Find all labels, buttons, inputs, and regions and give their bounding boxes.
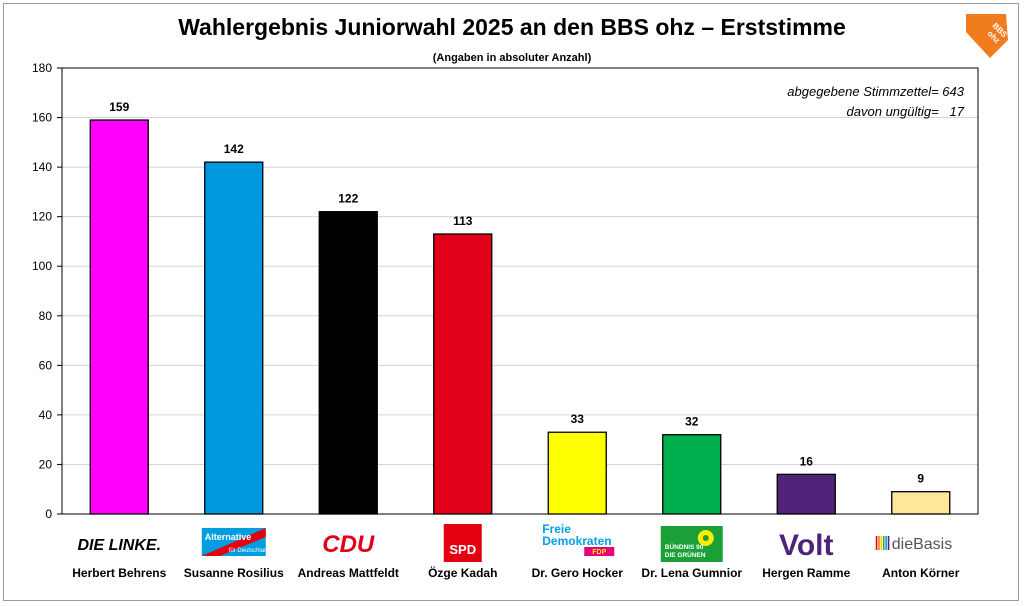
y-tick-label: 20 [39,457,53,471]
candidate-label-8: Anton Körner [882,566,960,580]
party-logo-cdu: CDU [322,531,375,558]
bars [89,119,951,515]
candidate-label-6: Dr. Lena Gumnior [641,566,742,580]
bar-1 [89,119,149,515]
y-tick-label: 80 [39,309,53,323]
party-logo-afd: Alternative [205,532,252,542]
y-tick-label: 100 [32,259,52,273]
diebasis-stripe-icon [885,536,887,550]
chart-frame [3,3,1019,601]
party-logo-spd: SPD [449,542,476,557]
bar-8 [891,491,951,515]
y-tick-label: 140 [32,160,52,174]
y-tick-label: 60 [39,358,53,372]
data-label-3: 122 [338,192,358,206]
bar-6 [662,434,722,515]
afd-logo-arrow-shape [201,528,266,556]
candidate-label-5: Dr. Gero Hocker [532,566,624,580]
bar-4 [433,233,493,515]
invalid-ballots-note: davon ungültig= 17 [847,104,965,119]
diebasis-stripe-icon [875,536,878,550]
party-logo-spd-bg [443,524,482,562]
plot-area-border [61,67,979,515]
party-logo-fdp-line2: Demokraten [542,534,611,548]
bbs-ohz-logo: BBS ohz [966,14,1009,58]
sunflower-center-icon [702,535,709,541]
y-axis: 0 20 40 60 80 100 120 140 160 180 [32,61,62,521]
data-label-4: 113 [453,214,473,228]
candidate-label-4: Özge Kadah [428,565,497,580]
party-logo-die-linke: DIE LINKE. [77,537,161,554]
party-logo-fdp-bar [584,547,615,556]
party-logo-gruene-bg [660,526,723,562]
diebasis-stripe-icon [880,536,883,550]
diebasis-stripe-icon [887,536,890,550]
bar-5 [547,431,607,515]
data-label-7: 16 [800,454,814,468]
y-tick-label: 0 [45,507,52,521]
bar-7 [776,473,836,515]
diebasis-stripe-icon [878,536,880,550]
party-logo-afd-sub: für Deutschland [229,548,271,554]
x-axis-labels: Herbert Behrens Susanne Rosilius Andreas M… [72,565,960,580]
data-label-2: 142 [224,142,244,156]
party-logo-gruene-2: DIE GRÜNEN [665,550,706,559]
data-label-8: 9 [917,472,924,486]
diebasis-stripe-icon [882,536,885,550]
chart-subtitle: (Angaben in absoluter Anzahl) [432,52,592,64]
y-tick-label: 180 [32,61,52,75]
data-labels: 159 142 122 113 33 32 16 9 [109,100,924,486]
ballots-cast-note: abgegebene Stimmzettel= 643 [787,84,964,99]
data-label-6: 32 [685,415,699,429]
y-tick-label: 160 [32,111,52,125]
party-logo-fdp: FDP [592,549,606,556]
data-label-5: 33 [571,412,585,426]
gridlines [62,67,978,515]
chart-title: Wahlergebnis Juniorwahl 2025 an den BBS … [178,14,846,40]
candidate-label-7: Hergen Ramme [762,566,850,580]
party-logo-fdp-line1: Freie [542,522,571,536]
party-logo-gruene: BÜNDNIS 90 [665,542,704,551]
candidate-label-2: Susanne Rosilius [184,566,284,580]
bar-2 [204,161,264,515]
party-logo-diebasis: dieBasis [892,536,952,553]
y-tick-label: 40 [39,408,53,422]
y-tick-label: 120 [32,210,52,224]
candidate-label-3: Andreas Mattfeldt [298,566,399,580]
party-logos: DIE LINKE. Alternative für Deutschland CDU S… [77,522,952,562]
bar-3 [318,211,378,515]
data-label-1: 159 [109,100,129,114]
candidate-label-1: Herbert Behrens [72,566,166,580]
party-logo-volt: Volt [779,529,833,562]
